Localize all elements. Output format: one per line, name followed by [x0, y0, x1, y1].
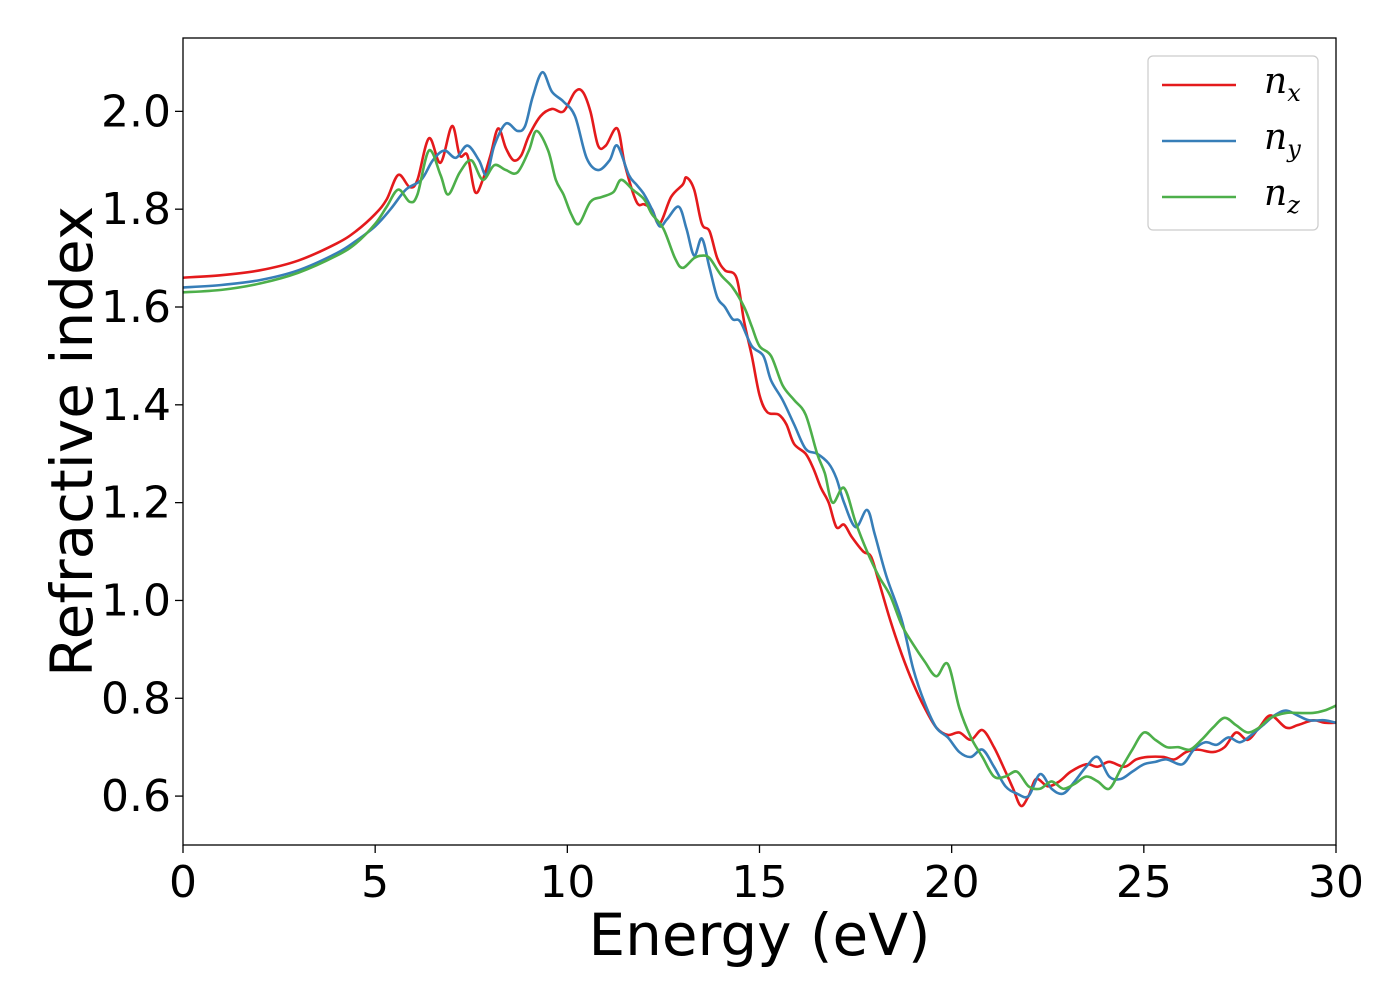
y-axis-ticks: 0.6 0.8 1.0 1.2 1.4 1.6 1.8 2.0 [101, 86, 183, 822]
series-layer [183, 70, 1336, 808]
y-tick-label: 1.4 [101, 380, 171, 431]
legend-box [1147, 55, 1319, 231]
legend: nx ny nz [1147, 55, 1319, 231]
y-tick-label: 1.2 [101, 478, 171, 529]
x-tick-label: 10 [539, 857, 595, 908]
y-tick-label: 1.6 [101, 282, 171, 333]
y-tick-label: 0.6 [101, 771, 171, 822]
x-tick-label: 30 [1308, 857, 1364, 908]
y-tick-label: 1.0 [101, 575, 171, 626]
x-tick-label: 5 [361, 857, 389, 908]
y-tick-label: 2.0 [101, 86, 171, 137]
legend-label-y: ny [1264, 117, 1301, 163]
series-line-y [183, 70, 1336, 799]
x-tick-label: 25 [1116, 857, 1172, 908]
y-axis-label: Refractive index [38, 206, 106, 677]
series-line-z [183, 129, 1336, 791]
y-tick-label: 1.8 [101, 184, 171, 235]
x-axis-label: Energy (eV) [588, 901, 930, 969]
legend-label-x: nx [1264, 61, 1301, 107]
x-axis-ticks: 0 5 10 15 20 25 30 [169, 845, 1364, 908]
x-tick-label: 0 [169, 857, 197, 908]
x-tick-label: 15 [732, 857, 788, 908]
x-tick-label: 20 [924, 857, 980, 908]
y-tick-label: 0.8 [101, 673, 171, 724]
legend-label-z: nz [1264, 173, 1300, 219]
